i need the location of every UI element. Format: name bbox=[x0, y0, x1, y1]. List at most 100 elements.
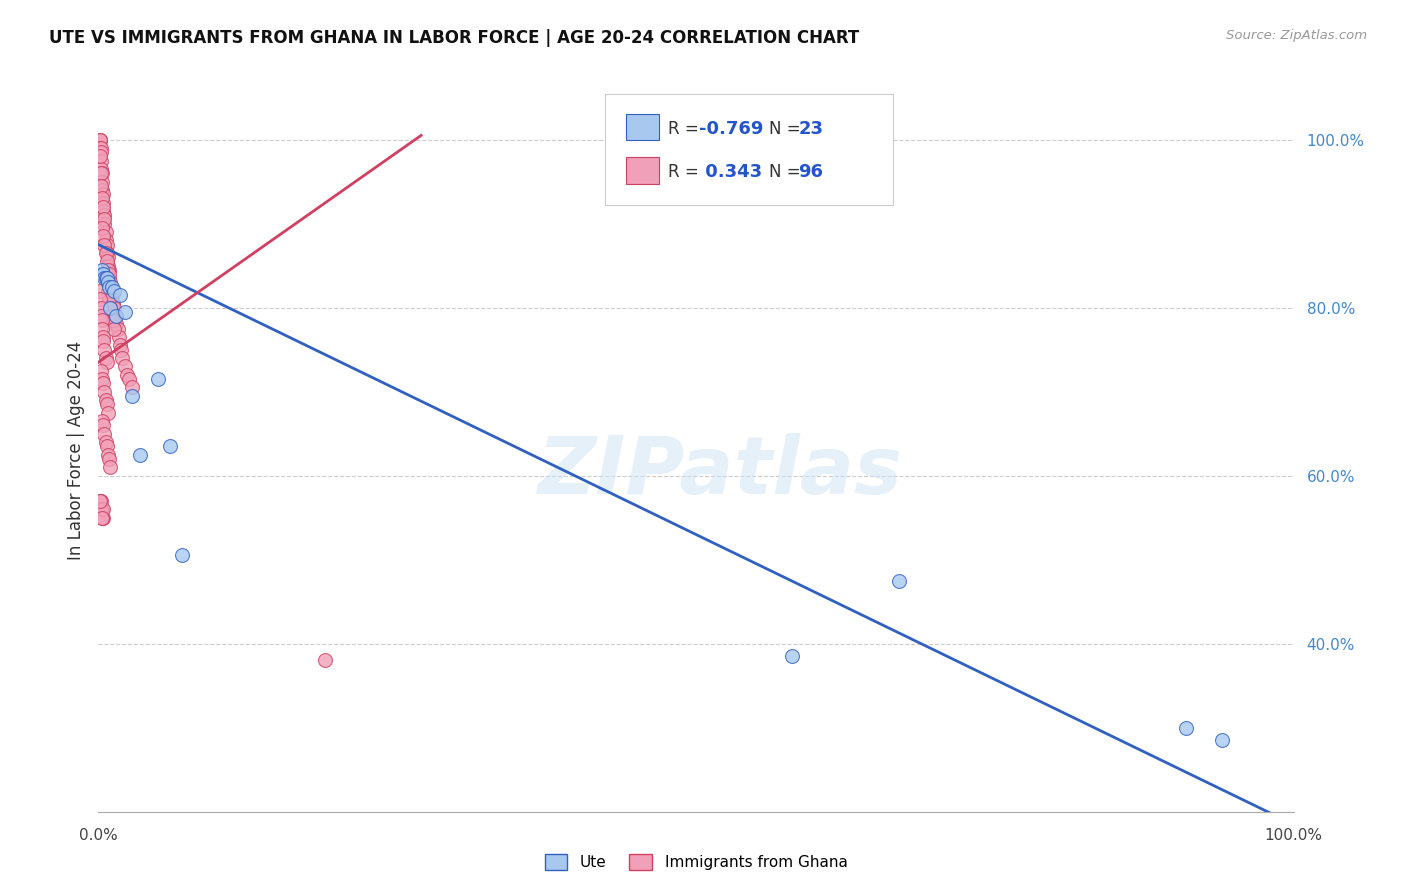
Text: N =: N = bbox=[769, 163, 806, 181]
Point bbox=[94, 392, 117, 407]
Text: 0.343: 0.343 bbox=[699, 163, 762, 181]
Legend: Ute, Immigrants from Ghana: Ute, Immigrants from Ghana bbox=[538, 848, 853, 876]
Point bbox=[91, 510, 114, 524]
Point bbox=[889, 574, 911, 588]
Point bbox=[98, 271, 121, 285]
Point bbox=[159, 439, 181, 453]
Text: Source: ZipAtlas.com: Source: ZipAtlas.com bbox=[1226, 29, 1367, 42]
Point bbox=[96, 271, 118, 285]
Point bbox=[91, 263, 114, 277]
Point bbox=[96, 237, 118, 252]
Point bbox=[108, 288, 131, 302]
Point bbox=[1175, 721, 1198, 735]
Point bbox=[97, 263, 120, 277]
Point bbox=[91, 220, 114, 235]
Point bbox=[98, 279, 121, 293]
Point bbox=[91, 200, 114, 214]
Point bbox=[96, 276, 118, 290]
Point bbox=[107, 321, 129, 335]
Point bbox=[97, 448, 120, 462]
Point bbox=[121, 380, 143, 394]
Point bbox=[90, 153, 112, 168]
Point bbox=[94, 246, 117, 260]
Point bbox=[91, 166, 114, 180]
Point bbox=[91, 191, 114, 205]
Point bbox=[103, 321, 125, 335]
Point bbox=[93, 343, 115, 357]
Point bbox=[90, 178, 112, 193]
Point bbox=[103, 284, 125, 298]
Point bbox=[91, 321, 114, 335]
Point bbox=[91, 502, 114, 516]
Point bbox=[91, 510, 114, 524]
Point bbox=[98, 460, 122, 475]
Point bbox=[315, 653, 337, 667]
Point bbox=[118, 372, 141, 386]
Text: UTE VS IMMIGRANTS FROM GHANA IN LABOR FORCE | AGE 20-24 CORRELATION CHART: UTE VS IMMIGRANTS FROM GHANA IN LABOR FO… bbox=[49, 29, 859, 46]
Point bbox=[111, 351, 134, 365]
Point bbox=[89, 133, 111, 147]
Point bbox=[90, 309, 112, 323]
Point bbox=[93, 384, 115, 399]
Point bbox=[89, 494, 111, 508]
Point bbox=[96, 246, 118, 260]
Point bbox=[91, 267, 114, 281]
Point bbox=[98, 284, 122, 298]
Point bbox=[93, 426, 115, 441]
Point bbox=[93, 217, 115, 231]
Point bbox=[1211, 733, 1233, 747]
Point bbox=[121, 389, 143, 403]
Point bbox=[129, 448, 152, 462]
Text: N =: N = bbox=[769, 120, 806, 138]
Point bbox=[89, 141, 111, 155]
Point bbox=[98, 267, 121, 281]
Point bbox=[90, 364, 112, 378]
Point bbox=[93, 212, 115, 227]
Point bbox=[94, 234, 117, 248]
Point bbox=[115, 368, 138, 382]
Point bbox=[100, 288, 122, 302]
Point bbox=[148, 372, 170, 386]
Point bbox=[91, 414, 114, 428]
Text: 96: 96 bbox=[799, 163, 824, 181]
Point bbox=[90, 267, 112, 281]
Point bbox=[96, 439, 118, 453]
Point bbox=[114, 359, 136, 374]
Point bbox=[91, 510, 114, 524]
Point bbox=[105, 309, 128, 323]
Point bbox=[110, 343, 132, 357]
Point bbox=[91, 313, 114, 327]
Point bbox=[90, 145, 112, 160]
Point bbox=[107, 330, 129, 344]
Point bbox=[98, 276, 122, 290]
Point bbox=[97, 406, 120, 420]
Point bbox=[94, 435, 117, 450]
Point bbox=[103, 301, 125, 315]
Point bbox=[89, 494, 111, 508]
Point bbox=[94, 351, 117, 365]
Point bbox=[90, 141, 112, 155]
Point bbox=[97, 284, 120, 298]
Point bbox=[91, 187, 114, 202]
Point bbox=[90, 161, 112, 176]
Point bbox=[96, 254, 118, 268]
Point bbox=[93, 237, 115, 252]
Point bbox=[91, 183, 114, 197]
Point bbox=[101, 296, 124, 310]
Point bbox=[90, 502, 112, 516]
Point bbox=[91, 204, 114, 219]
Point bbox=[91, 229, 114, 244]
Text: ZIPatlas: ZIPatlas bbox=[537, 434, 903, 511]
Point bbox=[96, 397, 118, 411]
Point bbox=[97, 276, 120, 290]
Point bbox=[91, 502, 114, 516]
Point bbox=[93, 271, 115, 285]
Point bbox=[105, 318, 128, 332]
Point bbox=[91, 195, 114, 210]
Point bbox=[91, 376, 114, 391]
Point bbox=[90, 166, 112, 180]
Point bbox=[89, 133, 111, 147]
Text: R =: R = bbox=[668, 163, 704, 181]
Point bbox=[100, 309, 122, 323]
Point bbox=[89, 133, 111, 147]
